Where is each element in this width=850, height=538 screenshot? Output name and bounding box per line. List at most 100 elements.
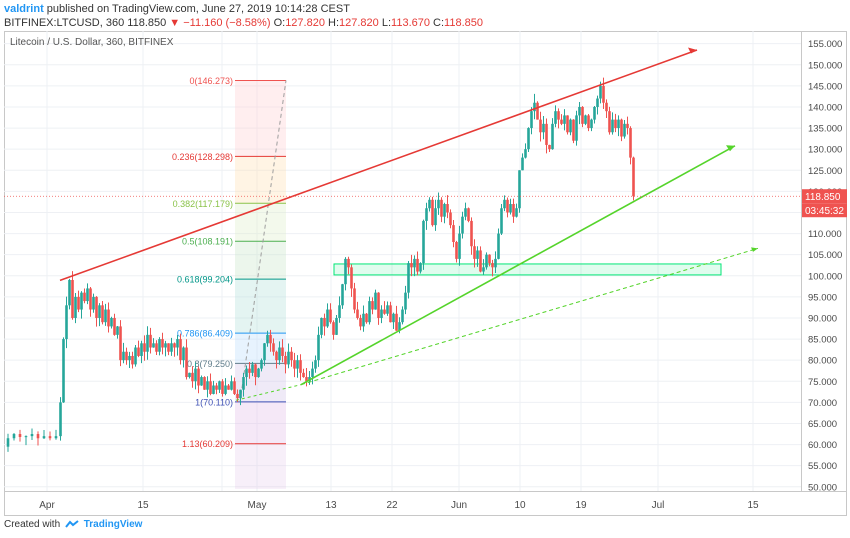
last-price-tag (802, 189, 847, 204)
last-price-tag-label: 118.850 (805, 192, 841, 203)
candle-body (248, 368, 251, 373)
y-tick-label: 50.000 (808, 482, 837, 493)
green-support-line[interactable] (300, 145, 736, 386)
countdown-tag-label: 03:45:32 (805, 206, 844, 217)
candle-body (551, 123, 554, 150)
candle-body (596, 98, 599, 107)
candle-body (161, 339, 164, 348)
candle-body (557, 111, 560, 120)
y-tick-label: 150.000 (808, 60, 842, 71)
red-arrow-head (688, 47, 697, 54)
chart-container[interactable]: 0(146.273) 0.236(128.298) 0.382(117.179) 0.… (4, 31, 847, 516)
chart-frame (4, 31, 847, 516)
candle-body (440, 199, 443, 217)
candle-body (278, 347, 281, 361)
y-tick-label: 90.000 (808, 313, 837, 324)
candle-body (314, 360, 317, 369)
candle-body (362, 313, 365, 327)
candle-body (209, 381, 212, 394)
footer: Created with TradingView (4, 519, 142, 530)
candle-body (467, 208, 470, 221)
candle-body (140, 343, 143, 356)
candle-body (323, 317, 326, 327)
candle-body (398, 322, 401, 331)
candle-body (512, 204, 515, 217)
symbol-label: BITFINEX:LTCUSD, 360 (4, 17, 125, 29)
x-tick-label: 19 (575, 500, 587, 511)
candle-body (377, 292, 380, 318)
candle-body (116, 326, 119, 335)
candle-body (200, 377, 203, 386)
candle-body (587, 115, 590, 129)
candle-body (101, 305, 104, 323)
y-tick-label: 55.000 (808, 461, 837, 472)
red-resistance-line[interactable] (59, 49, 698, 282)
x-tick-label: 15 (747, 500, 759, 511)
y-tick-label: 100.000 (808, 271, 842, 282)
candle-body (566, 115, 569, 133)
candle-body (518, 170, 521, 209)
candle-body (431, 199, 434, 226)
candle-body (548, 144, 551, 150)
candle-body (233, 381, 236, 394)
candle-body (521, 157, 524, 171)
candle-body (149, 334, 152, 348)
candle-body (167, 343, 170, 352)
candle-body (188, 372, 191, 378)
fib-trend-line[interactable] (239, 80, 287, 402)
candle-body (365, 313, 368, 323)
candle-body (290, 351, 293, 361)
candle-body (6, 438, 10, 447)
x-tick-label: May (248, 500, 267, 511)
candle-body (317, 334, 320, 361)
candle-body (143, 343, 146, 352)
candle-body (281, 347, 284, 356)
candle-body (203, 377, 206, 390)
candle-body (407, 263, 410, 293)
candle-body (320, 317, 323, 335)
candle-body (395, 313, 398, 331)
candle-body (170, 343, 173, 352)
candle-body (425, 208, 428, 221)
candle-body (173, 343, 176, 348)
candle-body (617, 119, 620, 129)
candle-body (455, 242, 458, 259)
x-tick-label: 22 (386, 500, 398, 511)
green-dashed-support-line[interactable] (300, 247, 759, 386)
candle-body (158, 339, 161, 352)
candle-body (254, 364, 257, 378)
candle-body (515, 208, 518, 217)
candle-body (242, 377, 245, 390)
candle-body (86, 288, 89, 302)
candle-body (416, 258, 419, 272)
green-dashed-lead-line (235, 384, 302, 401)
low-label: L: (381, 17, 392, 29)
candle-body (464, 208, 467, 217)
y-tick-label: 65.000 (808, 419, 837, 430)
candle-body (368, 301, 371, 323)
support-zone-box[interactable] (333, 263, 722, 276)
countdown-tag (802, 203, 847, 218)
candle-body (227, 385, 230, 390)
candle-body (350, 267, 353, 289)
price-chart[interactable]: 0(146.273) 0.236(128.298) 0.382(117.179) 0.… (4, 31, 847, 516)
candle-body (191, 372, 194, 382)
price-change: ▼ −11.160 (−8.58%) (169, 17, 271, 29)
fib-zone (235, 80, 286, 157)
candle-body (194, 368, 197, 382)
fib-level-label: 0.786(86.409) (177, 329, 233, 339)
candle-body (608, 111, 611, 133)
candle-body (311, 368, 314, 378)
candle-body (470, 220, 473, 247)
candle-body (182, 347, 185, 361)
candle-body (296, 360, 299, 369)
candle-body (419, 263, 422, 272)
high-label: H: (328, 17, 340, 29)
tradingview-brand[interactable]: TradingView (83, 519, 143, 530)
candle-body (434, 208, 437, 226)
author-link[interactable]: valdrint (4, 3, 44, 15)
publication-header: valdrint published on TradingView.com, J… (0, 0, 850, 30)
candle-body (269, 334, 272, 344)
candle-body (164, 343, 167, 348)
candle-body (383, 309, 386, 314)
